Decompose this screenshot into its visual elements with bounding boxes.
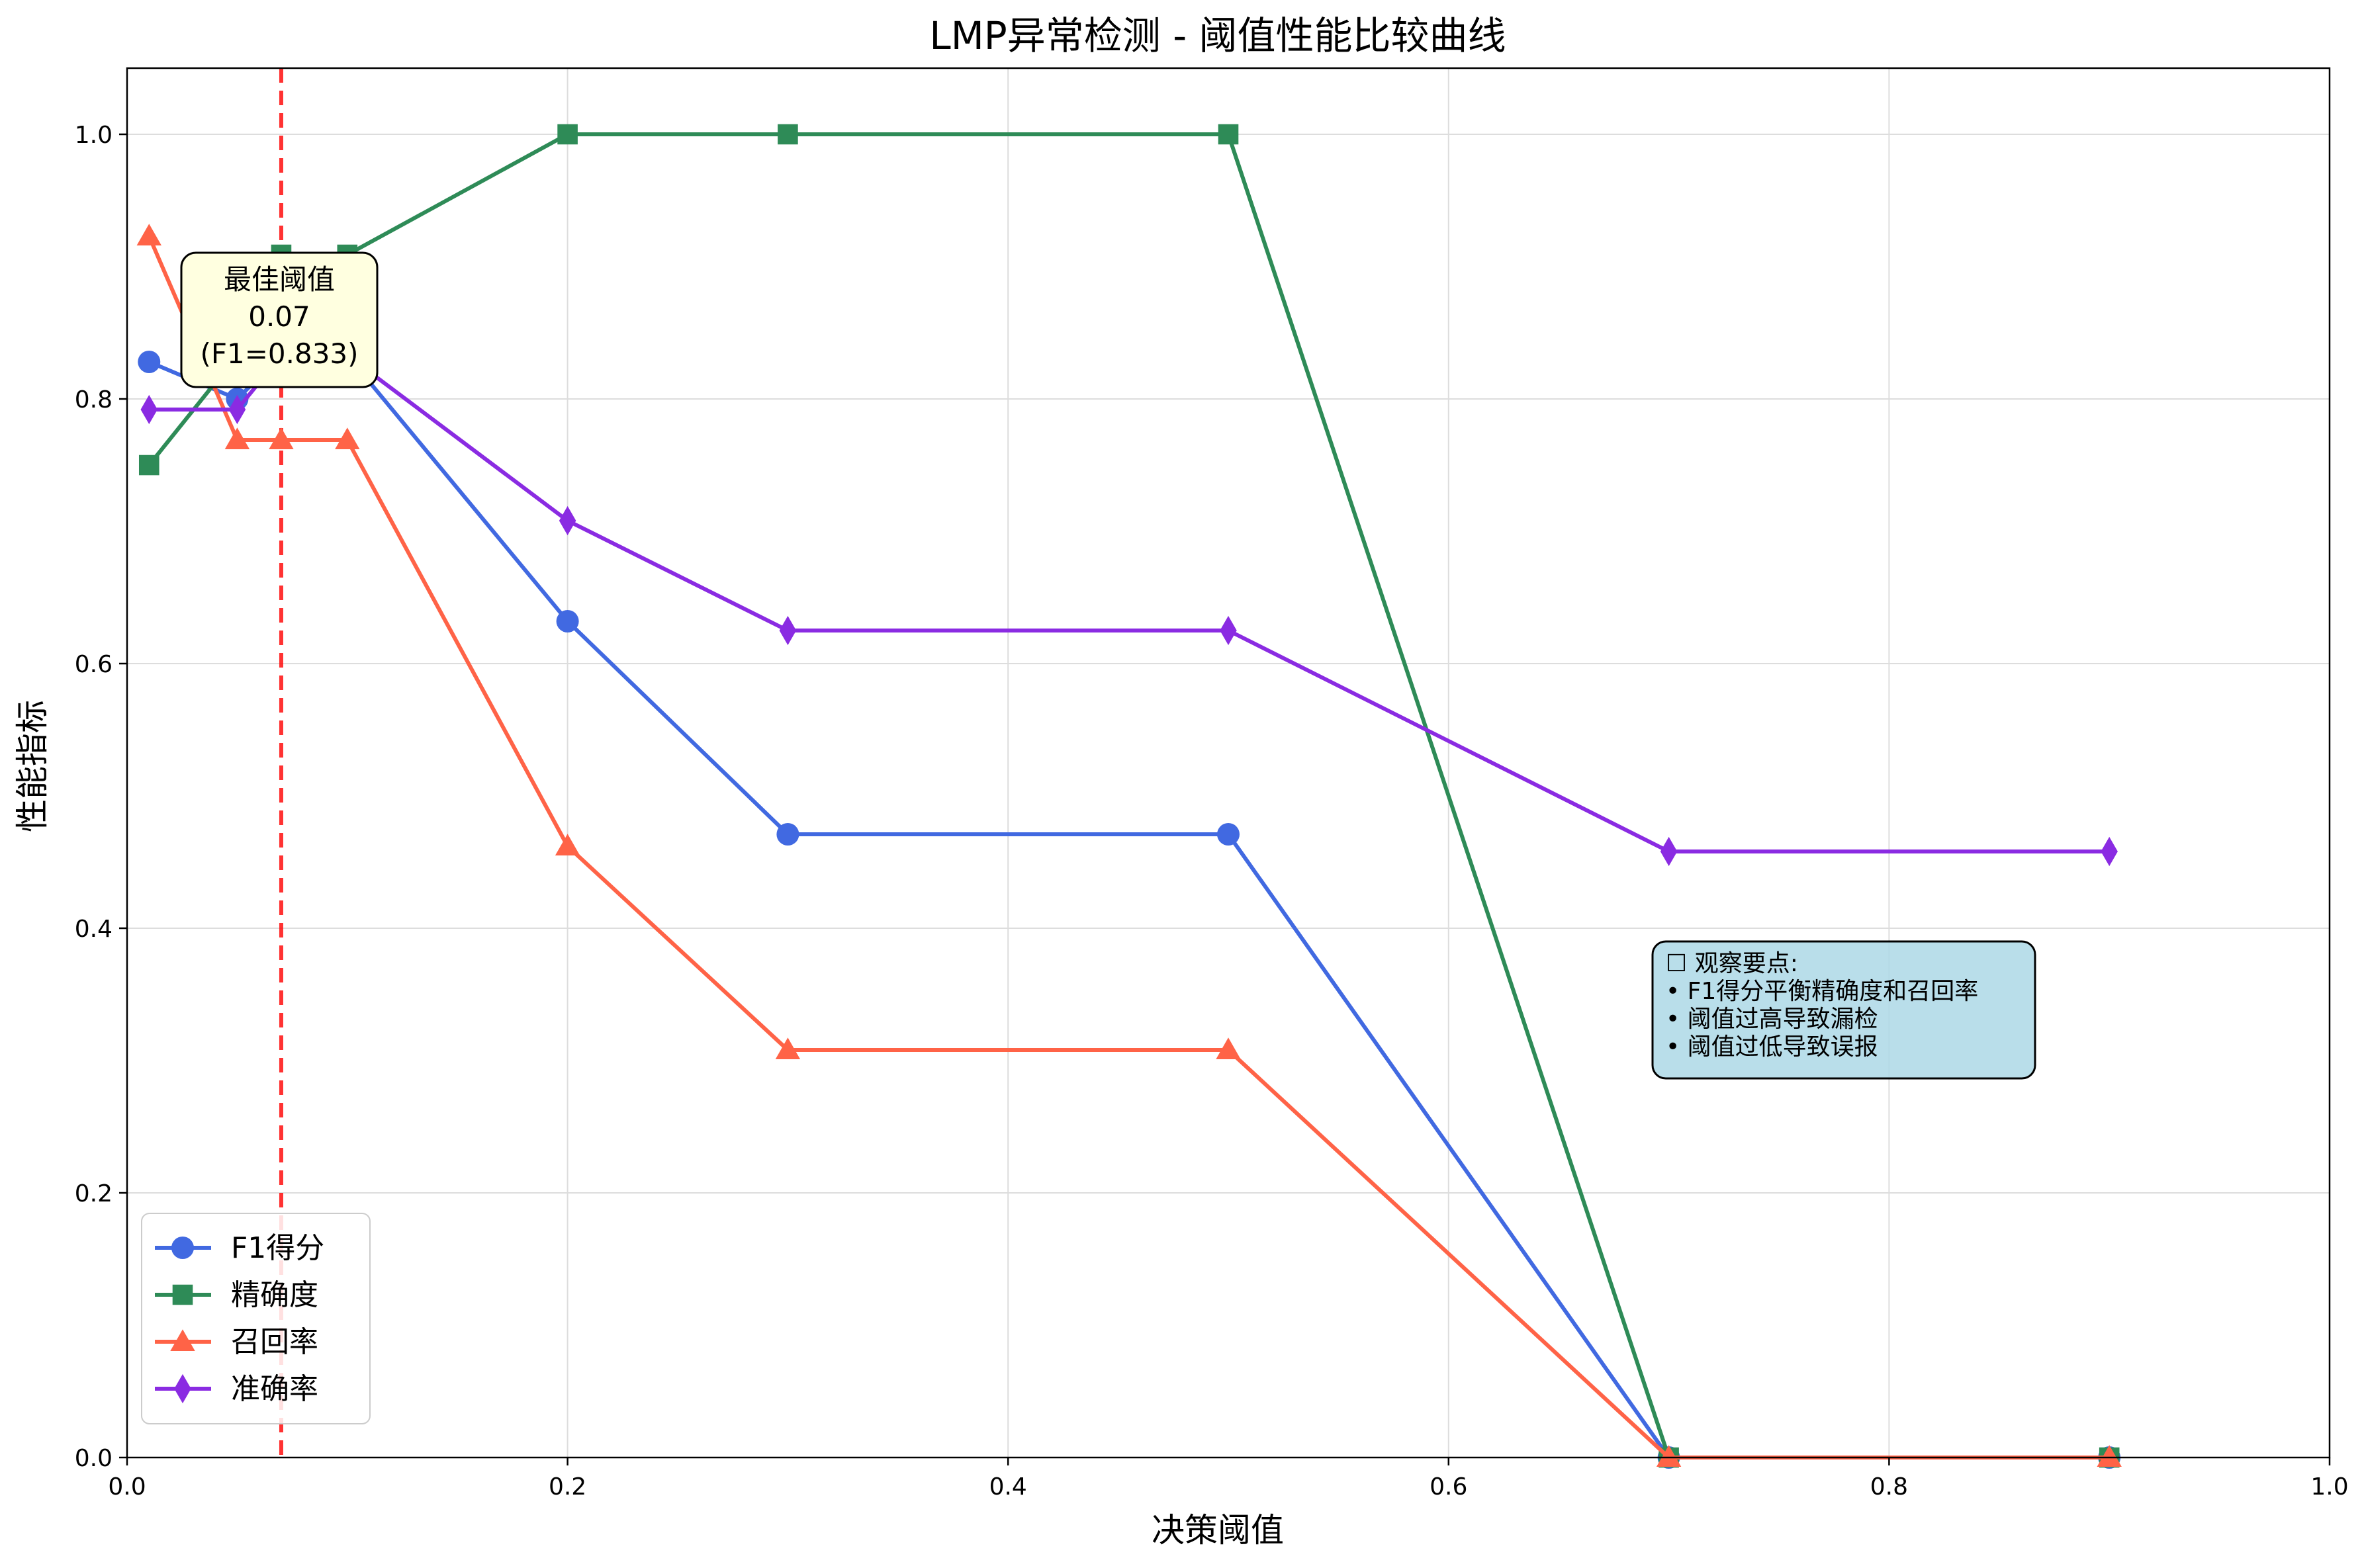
y-tick-label: 0.0 (75, 1445, 113, 1472)
y-tick-label: 0.4 (75, 916, 113, 943)
data-point (171, 1237, 194, 1259)
data-point (1218, 124, 1239, 145)
x-tick-label: 0.4 (989, 1473, 1027, 1501)
data-point (1220, 615, 1237, 646)
data-point (335, 427, 360, 450)
data-point (1217, 823, 1240, 846)
data-point (779, 615, 797, 646)
data-point (776, 823, 799, 846)
best-threshold-annotation: 最佳阈值 0.07 (F1=0.833) (180, 251, 379, 388)
y-tick-label: 1.0 (75, 122, 113, 149)
axis-ticks: 0.0 0.2 0.4 0.6 0.8 1.0 0.0 0.2 0.4 0.6 0.8 1.0 (75, 122, 2349, 1501)
data-point (172, 1284, 193, 1305)
y-tick-label: 0.6 (75, 651, 113, 678)
notes-line: ☐ 观察要点: (1666, 950, 1798, 977)
observation-notes: ☐ 观察要点:• F1得分平衡精确度和召回率• 阈值过高导致漏检• 阈值过低导致… (1651, 940, 2036, 1080)
data-point (778, 124, 798, 145)
notes-line: • F1得分平衡精确度和召回率 (1666, 978, 1978, 1005)
x-tick-label: 0.0 (108, 1473, 146, 1501)
data-point (224, 427, 250, 450)
legend-label: F1得分 (231, 1231, 324, 1265)
data-point (775, 1037, 801, 1060)
chart-title: LMP异常检测 - 阈值性能比较曲线 (929, 13, 1506, 58)
notes-line: • 阈值过高导致漏检 (1666, 1006, 1878, 1033)
annotation-line: 0.07 (248, 300, 310, 333)
legend-label: 精确度 (231, 1278, 318, 1312)
data-point (269, 427, 294, 450)
y-tick-label: 0.8 (75, 386, 113, 414)
notes-line: • 阈值过低导致误报 (1666, 1033, 1878, 1061)
data-point (228, 394, 246, 425)
legend-label: 召回率 (231, 1325, 318, 1359)
data-point (1216, 1037, 1241, 1060)
y-tick-label: 0.2 (75, 1180, 113, 1207)
data-point (2097, 1445, 2122, 1467)
data-point (557, 124, 578, 145)
data-point (174, 1373, 191, 1404)
x-axis-label: 决策阈值 (1152, 1511, 1284, 1549)
data-point (138, 455, 159, 476)
data-point (559, 505, 576, 536)
data-point (170, 1329, 195, 1352)
x-tick-label: 0.2 (549, 1473, 586, 1501)
plot-frame (126, 67, 2331, 1459)
notes-box (1651, 940, 2036, 1080)
data-point (1660, 836, 1678, 867)
annotation-line: 最佳阈值 (224, 263, 335, 296)
grid (126, 68, 2330, 1458)
data-point (140, 394, 158, 425)
data-point (1656, 1445, 1682, 1467)
data-point (2101, 836, 2118, 867)
series-2 (136, 224, 2122, 1467)
annotation-box (180, 251, 379, 388)
y-axis-label: 性能指标 (13, 700, 52, 832)
legend-label: 准确率 (231, 1372, 318, 1406)
legend-box (141, 1213, 371, 1424)
annotation-line: (F1=0.833) (200, 337, 358, 370)
x-tick-label: 0.6 (1430, 1473, 1467, 1501)
x-tick-label: 1.0 (2310, 1473, 2348, 1501)
data-point (136, 224, 161, 246)
x-tick-label: 0.8 (1870, 1473, 1908, 1501)
data-point (138, 351, 161, 373)
data-point (555, 834, 580, 856)
data-point (556, 610, 579, 632)
